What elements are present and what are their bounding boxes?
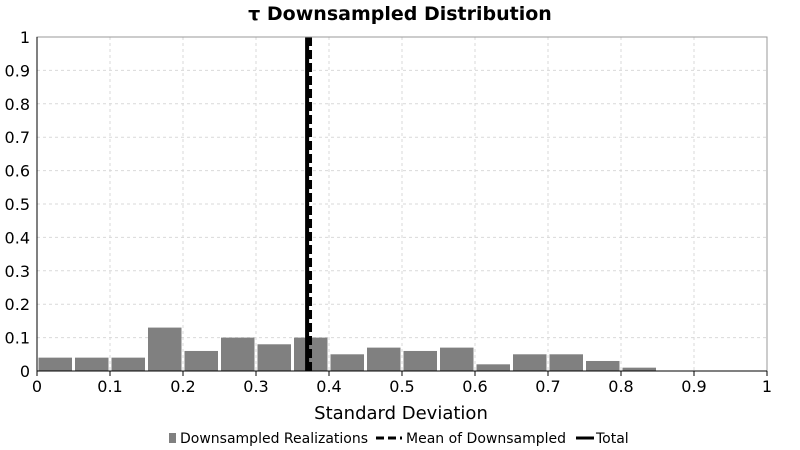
histogram-bars (38, 327, 656, 371)
legend: Downsampled Realizations Mean of Downsamp… (169, 431, 629, 447)
y-tick-label: 0.7 (5, 128, 30, 147)
histogram-bar (367, 347, 401, 371)
grid-lines (36, 36, 768, 372)
histogram-bar (549, 354, 583, 371)
x-tick-label: 0.7 (535, 377, 560, 396)
histogram-bar (184, 350, 218, 371)
legend-item: Mean of Downsampled (376, 431, 566, 447)
y-tick-label: 0.6 (5, 162, 30, 181)
legend-label: Downsampled Realizations (180, 431, 368, 447)
x-tick-label: 0.2 (170, 377, 195, 396)
y-tick-label: 0.1 (5, 329, 30, 348)
axes (36, 37, 768, 376)
x-tick-label: 0.9 (681, 377, 706, 396)
legend-label: Total (595, 431, 629, 447)
reference-lines (305, 37, 313, 371)
y-tick-label: 0.4 (5, 228, 30, 247)
histogram-bar (330, 354, 364, 371)
legend-label: Mean of Downsampled (406, 431, 566, 447)
legend-item: Total (576, 431, 629, 447)
x-tick-label: 0.4 (316, 377, 341, 396)
x-axis-label: Standard Deviation (314, 403, 488, 424)
y-tick-label: 0.9 (5, 61, 30, 80)
histogram-bar (111, 357, 145, 371)
y-tick-label: 0.5 (5, 195, 30, 214)
histogram-bar (38, 357, 72, 371)
x-tick-label: 0 (32, 377, 42, 396)
y-tick-label: 0.2 (5, 295, 30, 314)
histogram-bar (476, 364, 510, 371)
x-tick-label: 0.1 (97, 377, 122, 396)
x-tick-label: 0.8 (608, 377, 633, 396)
histogram-bar (513, 354, 547, 371)
histogram-bar (75, 357, 109, 371)
histogram-bar (440, 347, 474, 371)
histogram-bar (257, 344, 291, 371)
y-tick-label: 0.3 (5, 262, 30, 281)
x-tick-labels: 0 0.1 0.2 0.3 0.4 0.5 0.6 0.7 0.8 0.9 1 (32, 377, 772, 396)
histogram-bar (221, 337, 255, 371)
x-tick-label: 0.5 (389, 377, 414, 396)
chart-title: τ Downsampled Distribution (248, 3, 552, 25)
y-tick-label: 1 (20, 28, 30, 47)
legend-item: Downsampled Realizations (169, 431, 368, 447)
histogram-bar (586, 360, 620, 371)
histogram-bar (403, 350, 437, 371)
histogram-bar (148, 327, 182, 371)
x-tick-label: 0.3 (243, 377, 268, 396)
y-tick-label: 0 (20, 362, 30, 381)
y-tick-labels: 0 0.1 0.2 0.3 0.4 0.5 0.6 0.7 0.8 0.9 1 (5, 28, 30, 381)
x-tick-label: 1 (762, 377, 772, 396)
legend-swatch (169, 433, 176, 443)
y-tick-label: 0.8 (5, 95, 30, 114)
histogram-bar (622, 367, 656, 371)
x-tick-label: 0.6 (462, 377, 487, 396)
